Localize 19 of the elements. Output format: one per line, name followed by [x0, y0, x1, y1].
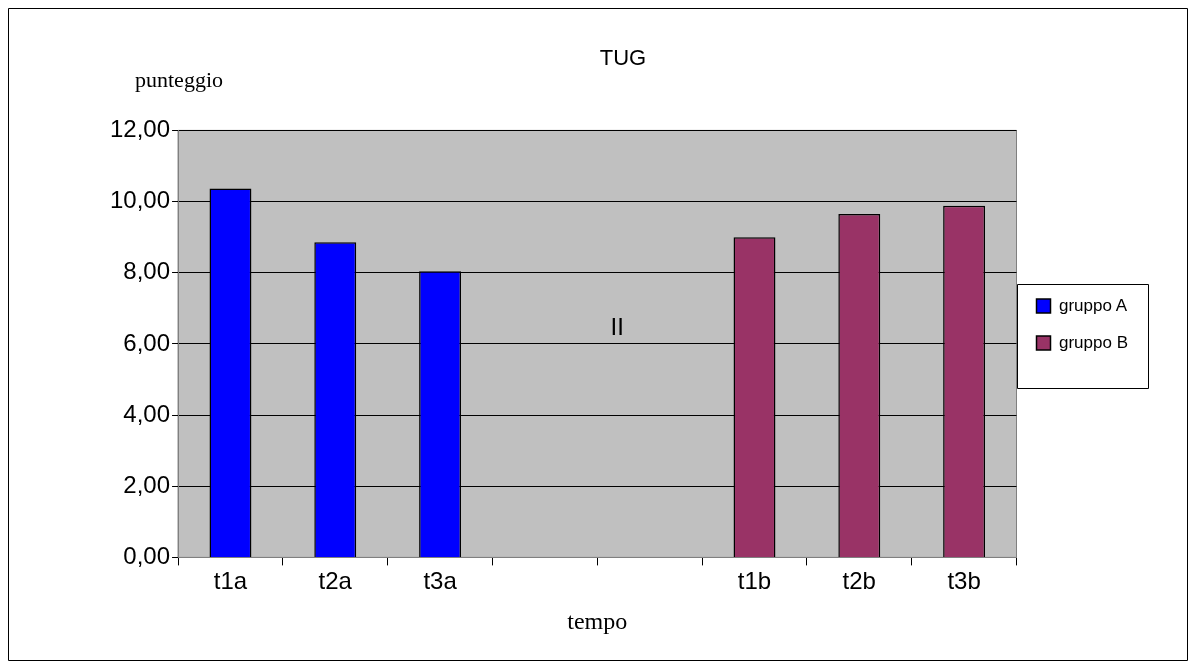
- x-tick-label: t1b: [737, 567, 772, 595]
- x-axis-title: tempo: [567, 607, 628, 634]
- x-tick-label: t3a: [423, 567, 458, 595]
- x-tick-label: t3b: [947, 567, 981, 595]
- y-tick-label: 12,00: [110, 115, 171, 143]
- x-tick-label: t2b: [842, 567, 876, 595]
- y-axis-title: punteggio: [135, 66, 223, 92]
- y-tick-label: 8,00: [123, 257, 171, 285]
- legend-label: gruppo B: [1059, 332, 1128, 352]
- y-tick-label: 10,00: [110, 186, 171, 214]
- y-tick-label: 2,00: [123, 470, 171, 498]
- y-tick-label: 6,00: [123, 328, 171, 356]
- legend-label: gruppo A: [1059, 295, 1128, 315]
- x-tick-label: t2a: [318, 567, 353, 595]
- x-tick-label: t1a: [213, 567, 248, 595]
- annotation: II: [610, 312, 624, 340]
- y-tick-label: 0,00: [123, 542, 171, 570]
- chart-title: TUG: [599, 45, 647, 71]
- y-tick-label: 4,00: [123, 399, 171, 427]
